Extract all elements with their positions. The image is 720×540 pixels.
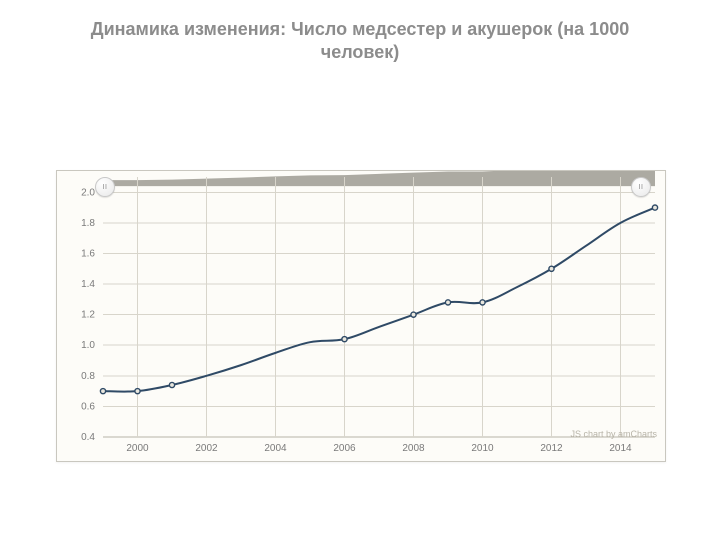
data-marker — [135, 389, 140, 394]
scrollbar-handle-right[interactable]: II — [631, 177, 651, 197]
x-tick-label: 2014 — [609, 443, 632, 454]
x-tick-label: 2006 — [333, 443, 356, 454]
x-tick-label: 2008 — [402, 443, 425, 454]
y-tick-label: 1.2 — [81, 310, 95, 321]
x-tick-label: 2012 — [540, 443, 563, 454]
chart-svg: 0.4 0.6 0.8 1.0 1.2 1.4 1.6 1.8 2.0 2000 2002 2004… — [57, 171, 665, 461]
y-tick-label: 1.4 — [81, 279, 95, 290]
y-tick-label: 2.0 — [81, 187, 95, 198]
data-marker — [549, 266, 554, 271]
page-title: Динамика изменения: Число медсестер и ак… — [0, 18, 720, 65]
y-tick-label: 0.6 — [81, 401, 95, 412]
y-tick-label: 1.0 — [81, 340, 95, 351]
y-tick-label: 1.8 — [81, 218, 95, 229]
x-tick-label: 2004 — [264, 443, 287, 454]
x-tick-label: 2002 — [195, 443, 218, 454]
data-marker — [342, 337, 347, 342]
page: Динамика изменения: Число медсестер и ак… — [0, 0, 720, 540]
x-tick-label: 2000 — [126, 443, 149, 454]
y-tick-label: 0.4 — [81, 432, 95, 443]
chart-credit: JS chart by amCharts — [570, 429, 657, 439]
data-marker — [411, 312, 416, 317]
y-tick-label: 0.8 — [81, 371, 95, 382]
y-tick-label: 1.6 — [81, 248, 95, 259]
data-marker — [445, 300, 450, 305]
scrollbar-handle-left[interactable]: II — [95, 177, 115, 197]
x-tick-label: 2010 — [471, 443, 494, 454]
chart-container: II II 0.4 0.6 0.8 1.0 1.2 1.4 1.6 1.8 2.0 2000 20… — [56, 170, 666, 462]
data-marker — [169, 382, 174, 387]
data-marker — [652, 205, 657, 210]
data-marker — [480, 300, 485, 305]
series-line — [103, 208, 655, 392]
data-marker — [100, 389, 105, 394]
